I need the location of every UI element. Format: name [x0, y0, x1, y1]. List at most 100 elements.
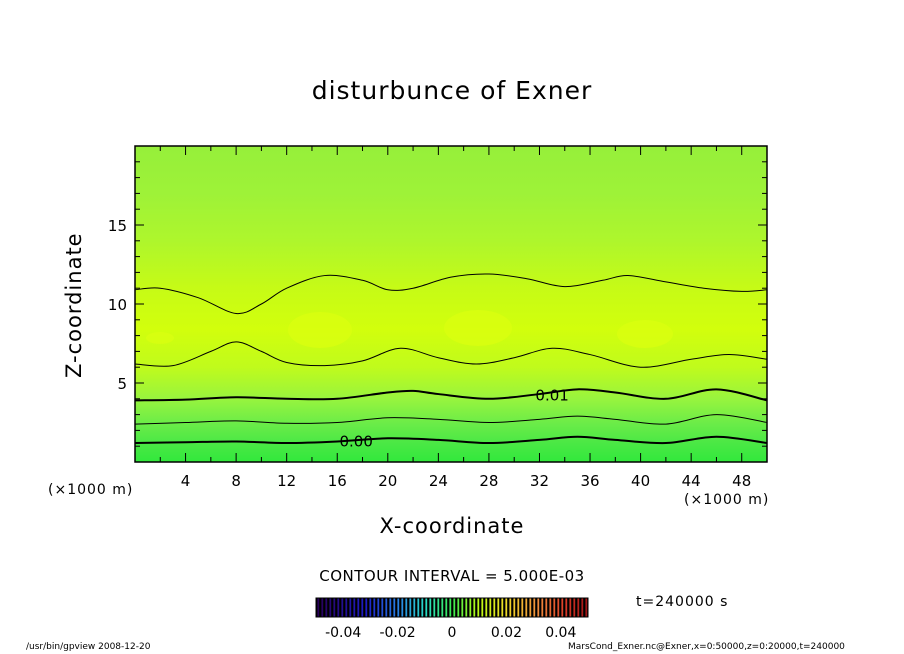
colorbar-cell-color	[409, 598, 412, 617]
colorbar-cell-color	[453, 598, 456, 617]
colorbar-cell-color	[481, 598, 484, 617]
colorbar-cell-color	[393, 598, 396, 617]
field-blob	[146, 332, 174, 344]
colorbar-cell-color	[525, 598, 528, 617]
colorbar-cell-color	[501, 598, 504, 617]
colorbar-tick-label: -0.02	[379, 625, 415, 641]
colorbar-cell-color	[549, 598, 552, 617]
colorbar-cell-color	[537, 598, 540, 617]
colorbar-cell-color	[449, 598, 452, 617]
x-tick-label: 20	[378, 472, 397, 490]
colorbar-cell-color	[497, 598, 500, 617]
colorbar-cell-color	[389, 598, 392, 617]
colorbar-cell-color	[397, 598, 400, 617]
colorbar-cell-color	[485, 598, 488, 617]
x-axis: 4 8 12 16 20 24 28 32 36 40 44 48	[134, 146, 768, 490]
shaded-field	[135, 146, 767, 462]
colorbar-cell-color	[413, 598, 416, 617]
colorbar-cell-color	[377, 598, 380, 617]
y-tick-label: 5	[117, 375, 127, 393]
colorbar-cell-color	[329, 598, 332, 617]
contour-line	[135, 273, 767, 315]
colorbar-cell-color	[417, 598, 420, 617]
colorbar-cell-color	[569, 598, 572, 617]
x-tick-label: 36	[580, 472, 599, 490]
contour-line	[135, 388, 767, 402]
contour-label: 0.01	[535, 387, 568, 405]
colorbar-cell-color	[561, 598, 564, 617]
x-tick-label: 16	[328, 472, 347, 490]
colorbar-cell-color	[509, 598, 512, 617]
field-blob	[444, 310, 512, 346]
y-axis: 5 10 15	[108, 161, 767, 447]
colorbar-cell-color	[405, 598, 408, 617]
colorbar-cell-color	[357, 598, 360, 617]
colorbar-cell-color	[325, 598, 328, 617]
x-tick-label: 44	[682, 472, 701, 490]
colorbar-cell-color	[465, 598, 468, 617]
colorbar-cell-color	[437, 598, 440, 617]
x-tick-label: 32	[530, 472, 549, 490]
footer-program-label: /usr/bin/gpview 2008-12-20	[26, 642, 151, 652]
colorbar-cell-color	[473, 598, 476, 617]
colorbar-tick-label: 0.04	[545, 625, 576, 641]
contour-line	[135, 414, 767, 425]
x-tick-label: 40	[631, 472, 650, 490]
chart-title: disturbunce of Exner	[311, 76, 593, 105]
colorbar-cell-color	[577, 598, 580, 617]
colorbar-frame	[315, 597, 589, 618]
colorbar-cell-color	[445, 598, 448, 617]
colorbar-cell-color	[545, 598, 548, 617]
y-tick-label: 15	[108, 217, 127, 235]
colorbar-cell-color	[541, 598, 544, 617]
colorbar-cell-color	[373, 598, 376, 617]
colorbar-cell-color	[513, 598, 516, 617]
x-unit-label-right: (×1000 m)	[684, 492, 770, 508]
colorbar: -0.04 -0.02 0 0.02 0.04	[315, 597, 589, 641]
colorbar-cell-color	[461, 598, 464, 617]
colorbar-cell-color	[477, 598, 480, 617]
colorbar-cell-color	[341, 598, 344, 617]
colorbar-tick-label: 0	[448, 625, 457, 641]
colorbar-cell-color	[529, 598, 532, 617]
colorbar-cell-color	[385, 598, 388, 617]
field-background	[135, 146, 767, 462]
colorbar-cell-color	[533, 598, 536, 617]
colorbar-cell-color	[517, 598, 520, 617]
colorbar-tick-label: -0.04	[325, 625, 361, 641]
colorbar-cell-color	[369, 598, 372, 617]
contour-label: 0.00	[339, 432, 372, 450]
x-tick-label: 28	[479, 472, 498, 490]
colorbar-cell-color	[489, 598, 492, 617]
field-blob	[288, 312, 352, 348]
x-tick-label: 4	[181, 472, 191, 490]
colorbar-cell-color	[457, 598, 460, 617]
colorbar-cell-color	[585, 598, 588, 617]
colorbar-cell-color	[565, 598, 568, 617]
x-unit-label-left: (×1000 m)	[48, 482, 134, 498]
colorbar-cell-color	[337, 598, 340, 617]
colorbar-cell-color	[333, 598, 336, 617]
colorbar-cell-color	[421, 598, 424, 617]
contour-lines	[135, 273, 767, 445]
x-tick-label: 24	[429, 472, 448, 490]
colorbar-cell-color	[353, 598, 356, 617]
colorbar-cell-color	[361, 598, 364, 617]
field-blob	[617, 320, 673, 348]
colorbar-cell-color	[381, 598, 384, 617]
footer-source-label: MarsCond_Exner.nc@Exner,x=0:50000,z=0:20…	[568, 642, 845, 652]
colorbar-cell-color	[321, 598, 324, 617]
colorbar-cell-color	[365, 598, 368, 617]
colorbar-cell-color	[429, 598, 432, 617]
x-axis-label: X-coordinate	[379, 514, 525, 538]
colorbar-cell-color	[557, 598, 560, 617]
colorbar-cell-color	[505, 598, 508, 617]
x-tick-label: 12	[277, 472, 296, 490]
colorbar-cell-color	[345, 598, 348, 617]
colorbar-cell-color	[317, 598, 320, 617]
colorbar-cell-color	[469, 598, 472, 617]
y-axis-label: Z-coordinate	[62, 232, 86, 378]
x-tick-label: 8	[231, 472, 241, 490]
colorbar-cell-color	[441, 598, 444, 617]
